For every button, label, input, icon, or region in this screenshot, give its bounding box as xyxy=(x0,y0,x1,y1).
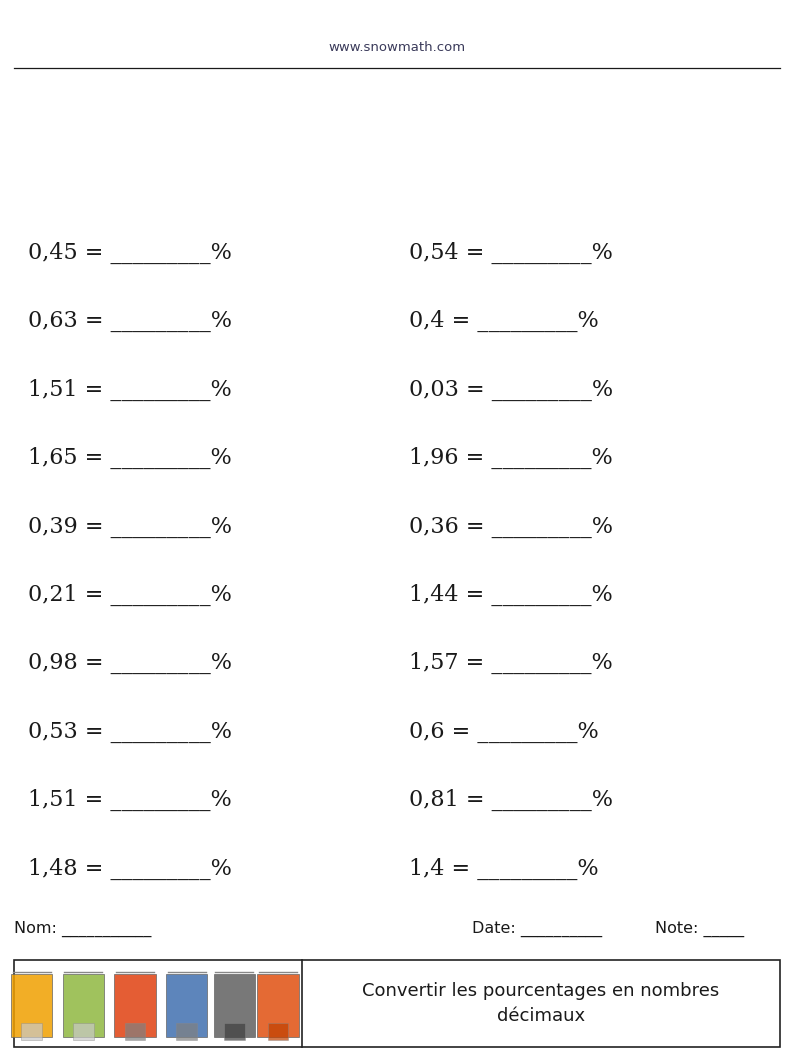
Text: 0,39 = _________%: 0,39 = _________% xyxy=(28,516,232,537)
Text: 1,44 = _________%: 1,44 = _________% xyxy=(409,583,613,607)
Text: Nom: ___________: Nom: ___________ xyxy=(14,920,152,937)
FancyBboxPatch shape xyxy=(176,1024,197,1040)
Text: 0,98 = _________%: 0,98 = _________% xyxy=(28,653,232,674)
Text: 1,4 = _________%: 1,4 = _________% xyxy=(409,857,599,880)
Text: 1,96 = _________%: 1,96 = _________% xyxy=(409,446,613,470)
Text: Convertir les pourcentages en nombres
décimaux: Convertir les pourcentages en nombres dé… xyxy=(362,982,719,1025)
FancyBboxPatch shape xyxy=(268,1024,288,1040)
FancyBboxPatch shape xyxy=(73,1024,94,1040)
Text: 0,4 = _________%: 0,4 = _________% xyxy=(409,310,599,333)
Text: 0,21 = _________%: 0,21 = _________% xyxy=(28,583,232,607)
FancyBboxPatch shape xyxy=(125,1024,145,1040)
FancyBboxPatch shape xyxy=(21,1024,42,1040)
Text: 0,54 = _________%: 0,54 = _________% xyxy=(409,241,613,264)
Text: 1,51 = _________%: 1,51 = _________% xyxy=(28,378,232,401)
FancyBboxPatch shape xyxy=(224,1024,245,1040)
Text: 0,81 = _________%: 0,81 = _________% xyxy=(409,789,613,812)
FancyBboxPatch shape xyxy=(257,974,299,1037)
FancyBboxPatch shape xyxy=(14,960,780,1047)
Text: 1,51 = _________%: 1,51 = _________% xyxy=(28,789,232,812)
Text: 1,48 = _________%: 1,48 = _________% xyxy=(28,857,232,880)
Text: www.snowmath.com: www.snowmath.com xyxy=(329,41,465,54)
Text: 0,63 = _________%: 0,63 = _________% xyxy=(28,311,232,332)
Text: 1,65 = _________%: 1,65 = _________% xyxy=(28,446,232,470)
FancyBboxPatch shape xyxy=(63,974,104,1037)
FancyBboxPatch shape xyxy=(214,974,255,1037)
FancyBboxPatch shape xyxy=(114,974,156,1037)
Text: 0,36 = _________%: 0,36 = _________% xyxy=(409,516,613,537)
Text: 0,45 = _________%: 0,45 = _________% xyxy=(28,241,232,264)
Text: 0,53 = _________%: 0,53 = _________% xyxy=(28,721,232,742)
Text: 0,6 = _________%: 0,6 = _________% xyxy=(409,721,599,742)
Text: 1,57 = _________%: 1,57 = _________% xyxy=(409,652,613,675)
Text: 0,03 = _________%: 0,03 = _________% xyxy=(409,379,613,400)
Text: Date: __________: Date: __________ xyxy=(472,920,603,937)
FancyBboxPatch shape xyxy=(166,974,207,1037)
Text: Note: _____: Note: _____ xyxy=(655,920,744,937)
FancyBboxPatch shape xyxy=(11,974,52,1037)
